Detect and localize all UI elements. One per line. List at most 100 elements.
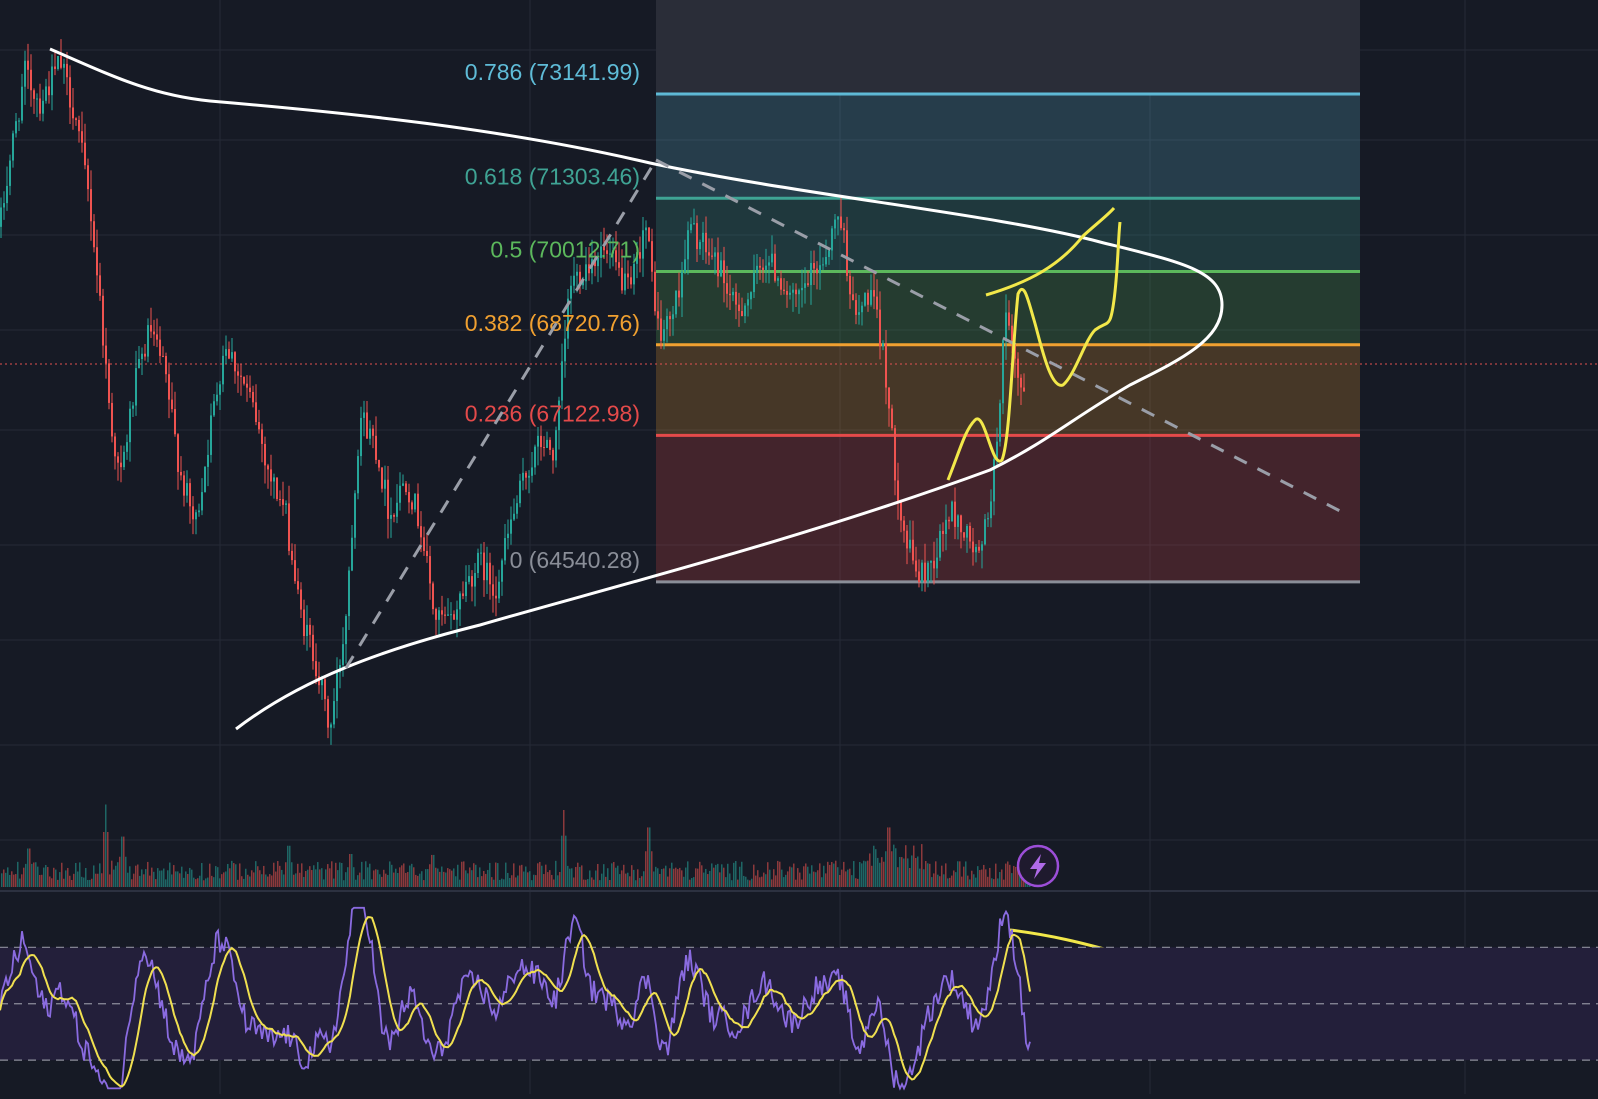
volume-bar [239, 863, 241, 887]
candle-body [495, 596, 497, 599]
candle-body [93, 221, 95, 247]
volume-bar [497, 863, 499, 887]
volume-bar [297, 864, 299, 887]
volume-bar [985, 869, 987, 887]
volume-bar [637, 869, 639, 887]
candle-body [801, 288, 803, 290]
fib-level-label: 0.5 (70012.71) [490, 237, 640, 263]
volume-bar [229, 868, 231, 887]
candle-body [399, 486, 401, 503]
volume-bar [247, 875, 249, 887]
volume-bar [721, 864, 723, 887]
candle-body [396, 503, 398, 517]
candle-body [66, 64, 68, 77]
volume-bar [185, 871, 187, 887]
candle-body [15, 121, 17, 133]
candle-body [1002, 340, 1004, 403]
candle-body [522, 473, 524, 481]
volume-bar [373, 870, 375, 887]
candle-body [510, 519, 512, 533]
candle-body [426, 551, 428, 556]
candle-body [351, 538, 353, 571]
candle-body [402, 483, 404, 485]
volume-bar [383, 870, 385, 887]
volume-bar [823, 866, 825, 887]
candle-body [189, 483, 191, 506]
volume-bar [25, 864, 27, 887]
volume-bar [39, 875, 41, 887]
candle-body [213, 401, 215, 415]
candle-body [831, 228, 833, 250]
candle-body [504, 538, 506, 560]
volume-bar [441, 867, 443, 887]
volume-bar [653, 871, 655, 887]
volume-bar [119, 857, 121, 887]
candle-body [27, 61, 29, 70]
volume-bar [377, 870, 379, 887]
volume-bar [227, 864, 229, 887]
candle-body [405, 483, 407, 492]
candle-body [765, 266, 767, 270]
volume-bar [965, 861, 967, 887]
candle-body [915, 561, 917, 572]
candle-body [150, 325, 152, 331]
volume-bar [895, 848, 897, 887]
volume-bar [517, 876, 519, 887]
candle-body [477, 553, 479, 573]
volume-bar [881, 857, 883, 887]
volume-bar [59, 872, 61, 887]
candle-body [87, 165, 89, 189]
candle-body [327, 699, 329, 727]
candle-body [906, 531, 908, 549]
volume-bar [99, 863, 101, 887]
volume-bar [661, 869, 663, 887]
volume-bar [57, 880, 59, 887]
fib-level-label: 0 (64540.28) [510, 547, 640, 573]
volume-bar [975, 878, 977, 887]
volume-bar [217, 867, 219, 887]
candle-body [63, 64, 65, 68]
candle-body [96, 247, 98, 275]
volume-bar [431, 855, 433, 887]
candle-body [525, 473, 527, 478]
volume-bar [405, 873, 407, 887]
fib-retracement[interactable] [656, 94, 1360, 582]
candle-body [885, 343, 887, 387]
volume-bar [483, 871, 485, 887]
candle-body [900, 502, 902, 520]
volume-bar [545, 865, 547, 887]
volume-bar [905, 845, 907, 887]
volume-bar [837, 867, 839, 887]
candle-body [963, 532, 965, 537]
volume-bar [271, 875, 273, 887]
volume-bar [61, 863, 63, 887]
volume-bar [947, 878, 949, 887]
volume-bar [87, 880, 89, 887]
volume-bar [317, 862, 319, 887]
volume-bar [47, 867, 49, 887]
volume-bar [917, 856, 919, 887]
volume-bar [907, 858, 909, 887]
candle-body [519, 481, 521, 504]
volume-bar [159, 871, 161, 887]
volume-bar [181, 867, 183, 887]
volume-bar [997, 878, 999, 887]
candle-body [927, 563, 929, 582]
candle-body [735, 292, 737, 305]
volume-bar [617, 866, 619, 887]
volume-bar [699, 862, 701, 887]
volume-bar [357, 875, 359, 887]
alert-icon-button[interactable] [1018, 846, 1058, 886]
volume-bar [347, 867, 349, 887]
volume-bar [145, 869, 147, 887]
candle-body [489, 563, 491, 585]
volume-bar [127, 873, 129, 887]
candle-body [333, 701, 335, 724]
volume-bar [299, 873, 301, 887]
volume-bar [79, 862, 81, 887]
candle-body [279, 499, 281, 500]
candle-body [867, 293, 869, 305]
candle-body [276, 477, 278, 499]
